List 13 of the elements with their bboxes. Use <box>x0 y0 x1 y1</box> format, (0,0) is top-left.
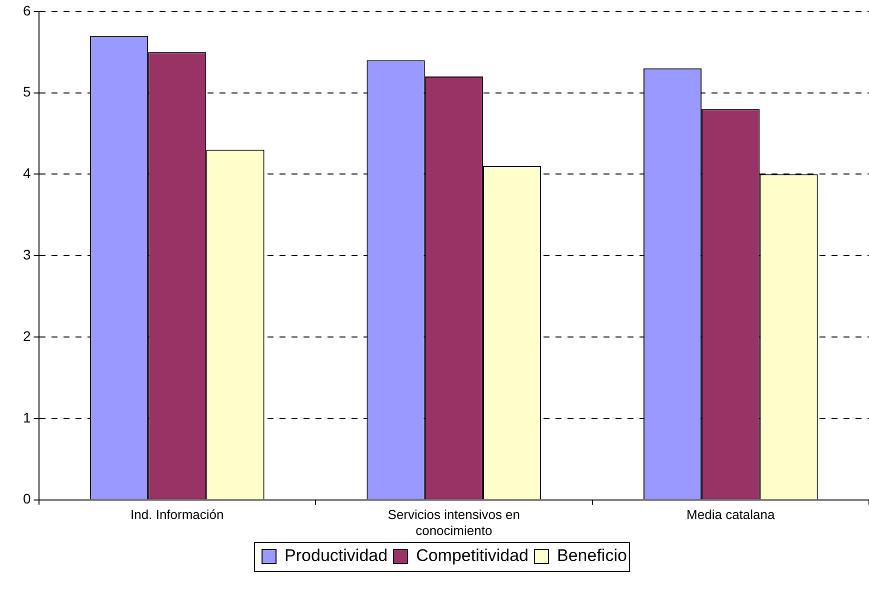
x-tick-label: Ind. Información <box>130 507 224 522</box>
legend-label: Productividad <box>284 546 388 566</box>
y-tick-label: 5 <box>22 84 31 100</box>
y-tick-label: 4 <box>22 165 31 182</box>
y-tick-label: 6 <box>22 2 31 18</box>
y-tick-label: 1 <box>22 409 31 426</box>
y-tick-label: 2 <box>22 328 31 344</box>
x-tick-label: Media catalana <box>686 507 776 522</box>
legend-label: Competitividad <box>416 546 529 566</box>
legend-label: Beneficio <box>557 546 627 566</box>
x-tick-label: Servicios intensivos en conocimiento <box>388 507 520 538</box>
y-tick-label: 3 <box>22 246 31 262</box>
y-tick-label: 0 <box>22 490 31 507</box>
